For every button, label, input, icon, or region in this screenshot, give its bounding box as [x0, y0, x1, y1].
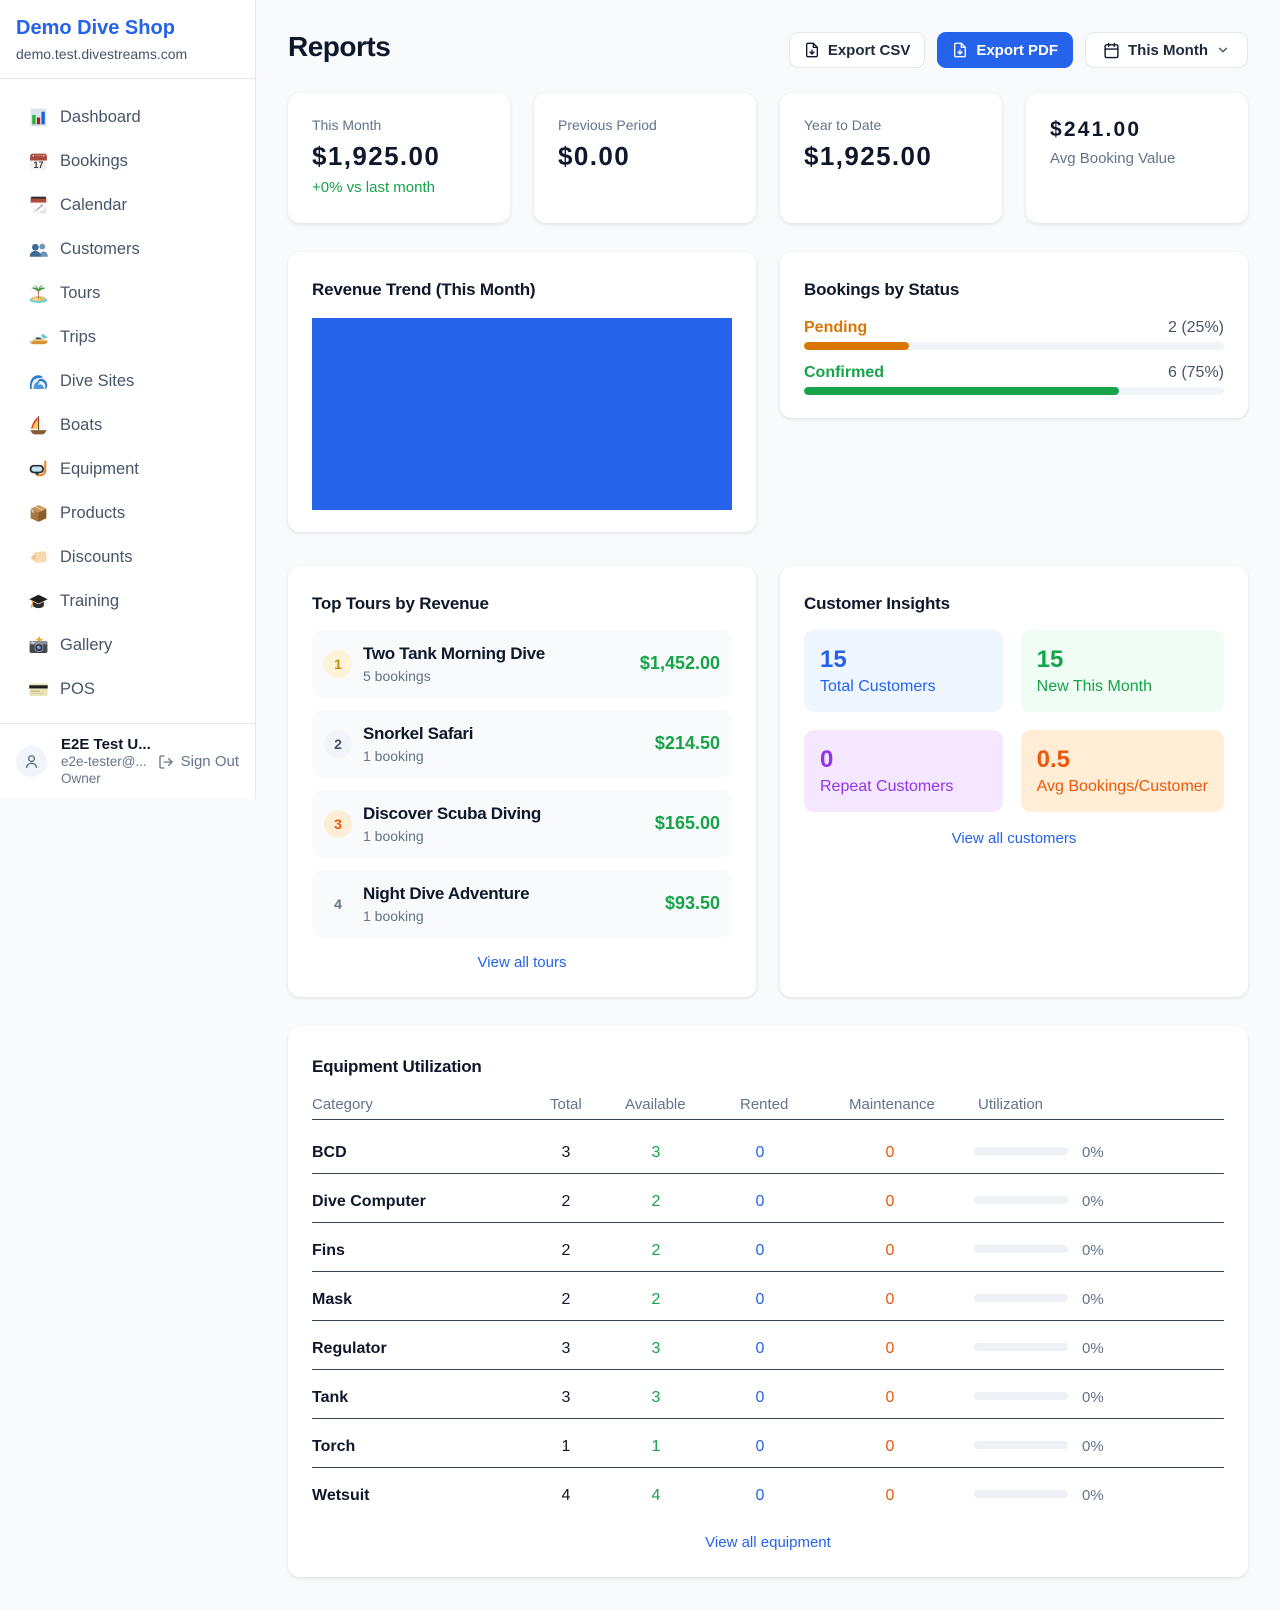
svg-text:17: 17	[34, 160, 44, 170]
